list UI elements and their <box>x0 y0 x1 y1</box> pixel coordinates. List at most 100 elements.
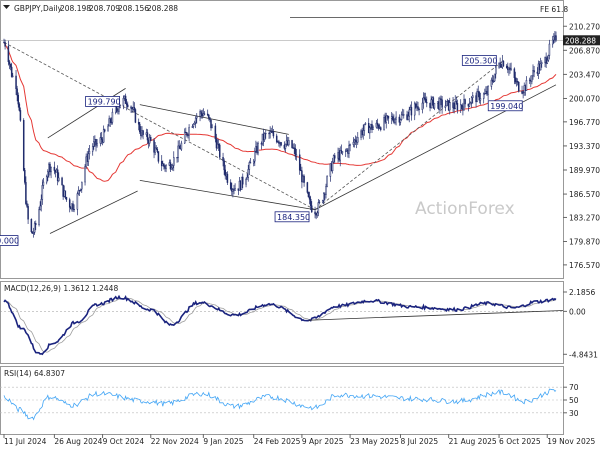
candle-body <box>522 92 524 94</box>
candle-body <box>130 106 132 109</box>
price-tick-label: 206.870 <box>569 46 600 55</box>
macd-axis: 2.1856 0.00 -4.8431 <box>563 288 598 359</box>
candle-body <box>257 143 259 154</box>
candle-body <box>307 192 310 198</box>
candle-body <box>165 165 167 169</box>
candle-body <box>8 61 11 65</box>
candle-body <box>344 150 347 152</box>
candle-body <box>107 125 109 132</box>
candle-body <box>456 103 459 111</box>
candle-body <box>134 109 137 123</box>
candle-body <box>187 134 189 136</box>
candle-body <box>100 137 103 140</box>
candle-body <box>380 127 382 130</box>
candle-body <box>248 162 251 170</box>
price-annotation-box <box>461 55 497 66</box>
price-tick-label: 203.470 <box>569 70 600 79</box>
candle-body <box>348 145 350 154</box>
candle-body <box>215 138 218 149</box>
candle-body <box>317 202 320 214</box>
candle-body <box>349 144 351 146</box>
candle-body <box>95 139 97 146</box>
candle-body <box>12 75 14 77</box>
candle-body <box>219 144 221 158</box>
candle-body <box>91 146 94 152</box>
candle-body <box>192 123 195 127</box>
candle-body <box>206 113 209 116</box>
candle-body <box>484 93 486 95</box>
candle-body <box>65 196 68 200</box>
channel-lower-falling <box>139 180 316 211</box>
ohlc-low: 208.156 <box>118 4 149 13</box>
candle-body <box>418 108 420 110</box>
candle-body <box>459 104 462 111</box>
price-tick-label: 210.270 <box>569 22 600 31</box>
candle-body <box>178 145 180 149</box>
candle-body <box>196 116 198 119</box>
price-annotation-label: 199.790 <box>88 97 121 106</box>
candle-body <box>202 113 205 117</box>
candle-body <box>469 102 472 105</box>
candle-body <box>357 137 359 143</box>
price-tick-label: 189.970 <box>569 166 600 175</box>
candle-body <box>295 154 298 157</box>
candle-body <box>73 208 75 211</box>
candle-body <box>470 97 473 103</box>
candle-body <box>444 105 447 108</box>
candle-body <box>191 126 194 128</box>
candle-body <box>160 161 163 167</box>
candle-body <box>7 46 10 62</box>
candle-body <box>50 166 52 173</box>
candle-body <box>294 148 297 157</box>
candle-body <box>399 119 402 123</box>
candle-body <box>417 106 419 110</box>
x-tick-label: 23 May 2025 <box>350 437 399 446</box>
price-tick-label: 176.570 <box>569 261 600 270</box>
candle-body <box>18 103 21 111</box>
candle-body <box>27 206 29 220</box>
candle-body <box>364 122 367 125</box>
x-axis: 11 Jul 2024 26 Aug 2024 9 Oct 2024 22 Nov 2… <box>3 434 596 446</box>
dropdown-arrow-icon[interactable] <box>3 5 10 9</box>
candle-body <box>116 106 118 110</box>
candle-body <box>441 99 443 108</box>
candle-body <box>272 131 275 137</box>
x-tick-label: 24 Feb 2025 <box>254 437 301 446</box>
rsi-tick-label: 70 <box>569 383 579 392</box>
candle-body <box>78 190 81 192</box>
candle-body <box>188 127 190 136</box>
candle-body <box>377 124 380 129</box>
candle-body <box>245 179 247 185</box>
candle-body <box>22 120 25 171</box>
candle-body <box>518 81 520 92</box>
candle-body <box>472 95 474 98</box>
candle-body <box>275 135 278 143</box>
candle-body <box>432 97 435 109</box>
candle-body <box>421 102 424 110</box>
candle-body <box>430 99 432 108</box>
candle-body <box>422 97 425 104</box>
candle-body <box>173 157 175 166</box>
candle-body <box>203 113 206 115</box>
candle-body <box>531 75 533 82</box>
candle-body <box>41 185 44 200</box>
candle-body <box>499 62 501 67</box>
candle-body <box>124 95 127 104</box>
price-tick-label: 179.870 <box>569 238 600 247</box>
candle-body <box>395 116 397 120</box>
candle-body <box>372 126 374 130</box>
price-pane <box>0 0 564 279</box>
candle-body <box>139 123 141 133</box>
candle-body <box>96 142 98 146</box>
candle-body <box>555 35 557 41</box>
candle-body <box>118 107 120 112</box>
macd-pane <box>0 281 564 364</box>
candle-body <box>546 60 548 64</box>
price-annotation-box <box>274 211 310 223</box>
price-annotation-label: 184.350 <box>277 213 310 222</box>
rsi-tick-label: 50 <box>569 396 579 405</box>
price-axis: 210.270 206.870 203.470 200.070 196.770 193.3… <box>563 22 600 270</box>
candle-body <box>300 169 302 172</box>
price-annotation-label: 205.300 <box>464 56 497 65</box>
candle-body <box>19 110 22 121</box>
